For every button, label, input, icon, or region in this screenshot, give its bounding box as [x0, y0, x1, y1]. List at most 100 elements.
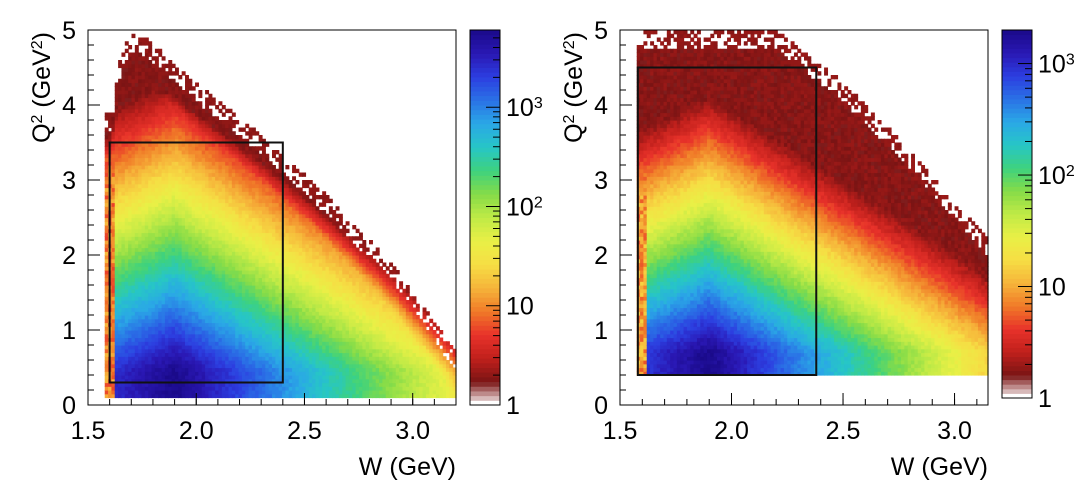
heatmap-cell: [111, 176, 116, 181]
heatmap-cell: [248, 375, 253, 380]
heatmap-cell: [114, 322, 119, 327]
heatmap-cell: [178, 191, 183, 196]
heatmap-cell: [195, 135, 199, 140]
heatmap-cell: [191, 202, 196, 207]
heatmap-cell: [104, 352, 109, 357]
heatmap-cell: [238, 195, 243, 200]
heatmap-cell: [228, 266, 233, 271]
heatmap-cell: [178, 228, 183, 234]
heatmap-cell: [121, 307, 126, 312]
heatmap-cell: [131, 228, 136, 234]
heatmap-cell: [198, 243, 203, 249]
heatmap-cell: [201, 221, 206, 226]
heatmap-cell: [235, 371, 240, 376]
heatmap-cell: [168, 127, 173, 132]
heatmap-cell: [144, 300, 149, 305]
heatmap-cell: [221, 120, 226, 125]
heatmap-cell: [198, 277, 203, 282]
heatmap-cell: [191, 240, 196, 245]
heatmap-cell: [148, 172, 153, 177]
heatmap-cell: [154, 303, 159, 309]
heatmap-cell: [168, 315, 173, 320]
heatmap-cell: [205, 251, 210, 256]
heatmap-cell: [238, 315, 243, 320]
heatmap-cell: [188, 352, 193, 357]
heatmap-cell: [205, 198, 210, 204]
heatmap-cell: [144, 375, 149, 380]
heatmap-cell: [148, 273, 153, 279]
heatmap-cell: [191, 375, 196, 380]
heatmap-cell: [195, 273, 199, 279]
heatmap-cell: [164, 307, 169, 312]
heatmap-cell: [151, 356, 156, 361]
heatmap-cell: [205, 341, 210, 346]
heatmap-cell: [235, 326, 240, 331]
heatmap-cell: [198, 123, 203, 129]
heatmap-cell: [228, 262, 233, 267]
heatmap-cell: [208, 266, 213, 271]
heatmap-cell: [174, 288, 179, 294]
heatmap-cell: [168, 198, 173, 204]
heatmap-cell: [124, 183, 129, 189]
heatmap-cell: [245, 183, 250, 189]
heatmap-cell: [215, 360, 220, 365]
heatmap-cell: [148, 131, 153, 136]
heatmap-cell: [228, 337, 233, 342]
heatmap-cell: [138, 82, 143, 87]
heatmap-cell: [238, 333, 243, 339]
heatmap-cell: [148, 386, 153, 391]
heatmap-cell: [164, 382, 169, 387]
heatmap-cell: [198, 337, 203, 342]
heatmap-cell: [151, 93, 156, 99]
heatmap-cell: [228, 153, 233, 159]
heatmap-cell: [211, 251, 216, 256]
heatmap-cell: [144, 172, 149, 177]
heatmap-cell: [211, 213, 216, 219]
heatmap-cell: [238, 371, 243, 376]
heatmap-cell: [131, 378, 136, 384]
heatmap-cell: [225, 123, 230, 129]
heatmap-cell: [121, 393, 126, 399]
heatmap-cell: [195, 105, 199, 110]
heatmap-cell: [205, 172, 210, 177]
heatmap-cell: [114, 138, 119, 144]
heatmap-cell: [185, 138, 189, 144]
heatmap-cell: [201, 240, 206, 245]
heatmap-cell: [151, 390, 156, 395]
heatmap-cell: [121, 183, 126, 189]
heatmap-cell: [118, 172, 123, 177]
heatmap-cell: [218, 371, 223, 376]
heatmap-cell: [231, 240, 236, 245]
heatmap-cell: [215, 206, 220, 211]
heatmap-cell: [185, 270, 189, 275]
heatmap-cell: [185, 135, 189, 140]
heatmap-cell: [148, 240, 153, 245]
heatmap-cell: [111, 198, 116, 204]
heatmap-cell: [181, 390, 186, 395]
heatmap-cell: [144, 367, 149, 372]
heatmap-cell: [171, 206, 176, 211]
heatmap-cell: [131, 221, 136, 226]
heatmap-cell: [141, 255, 146, 260]
heatmap-cell: [188, 262, 193, 267]
heatmap-cell: [144, 255, 149, 260]
heatmap-cell: [164, 371, 169, 376]
heatmap-cell: [111, 116, 116, 121]
heatmap-cell: [211, 138, 216, 144]
heatmap-cell: [124, 206, 129, 211]
heatmap-cell: [128, 303, 133, 309]
heatmap-cell: [221, 180, 226, 185]
heatmap-cell: [201, 172, 206, 177]
heatmap-cell: [198, 307, 203, 312]
heatmap-cell: [241, 390, 246, 395]
heatmap-cell: [235, 307, 240, 312]
heatmap-cell: [114, 270, 119, 275]
heatmap-cell: [164, 138, 169, 144]
heatmap-cell: [151, 138, 156, 144]
heatmap-cell: [241, 236, 246, 241]
heatmap-cell: [128, 127, 133, 132]
heatmap-cell: [195, 176, 199, 181]
heatmap-cell: [231, 330, 236, 335]
heatmap-cell: [174, 176, 179, 181]
heatmap-cell: [181, 195, 186, 200]
